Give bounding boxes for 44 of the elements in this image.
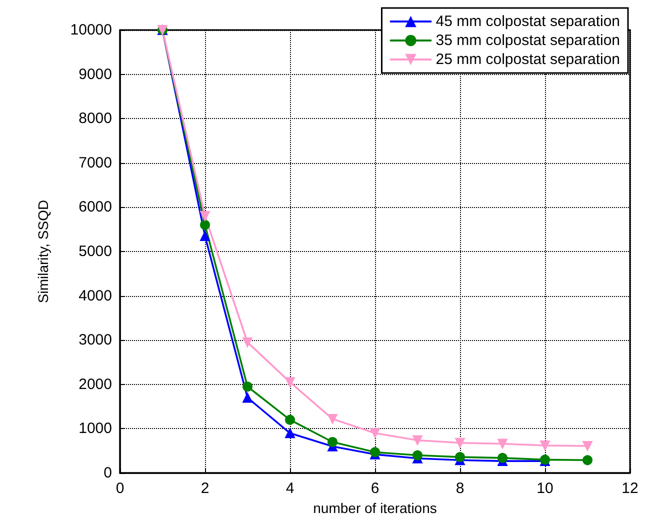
x-tick-label: 10	[536, 480, 554, 497]
legend-label: 35 mm colpostat separation	[436, 32, 620, 49]
point	[455, 452, 465, 462]
y-tick-label: 5000	[78, 243, 112, 260]
x-tick-label: 6	[370, 480, 380, 497]
point	[285, 377, 295, 388]
y-tick-label: 0	[104, 464, 112, 482]
x-tick-label: 2	[200, 480, 210, 497]
y-tick-label: 6000	[78, 198, 112, 216]
y-tick-label: 9000	[78, 66, 112, 83]
point	[242, 337, 252, 348]
point	[455, 438, 465, 448]
x-tick-label: 12	[622, 480, 638, 497]
point	[242, 382, 252, 392]
point	[412, 450, 422, 460]
point	[285, 428, 295, 438]
x-tick-label: 0	[116, 480, 124, 497]
point	[242, 392, 252, 403]
legend-label: 25 mm colpostat separation	[436, 51, 620, 68]
point	[370, 428, 380, 438]
x-tick-label: 4	[286, 480, 294, 497]
point	[498, 452, 508, 463]
point	[328, 414, 338, 424]
x-axis-title: number of iterations	[313, 500, 437, 516]
point	[285, 414, 295, 425]
point	[582, 440, 592, 451]
point	[328, 436, 338, 447]
y-tick-label: 10000	[70, 22, 112, 38]
legend-label: 45 mm colpostat separation	[436, 13, 620, 30]
point	[200, 211, 210, 222]
y-tick-label: 3000	[78, 332, 112, 349]
point	[200, 220, 210, 230]
y-axis-title: Similarity, SSQD	[35, 200, 51, 304]
point	[200, 230, 210, 241]
point	[498, 438, 508, 449]
y-tick-label: 2000	[78, 376, 112, 393]
x-tick-label: 8	[456, 480, 464, 497]
y-tick-label: 8000	[78, 110, 112, 128]
point	[540, 440, 550, 451]
point	[582, 455, 592, 466]
y-tick-label: 1000	[78, 420, 112, 438]
y-tick-label: 7000	[78, 154, 112, 172]
point	[412, 435, 422, 446]
y-tick-label: 4000	[78, 287, 112, 304]
